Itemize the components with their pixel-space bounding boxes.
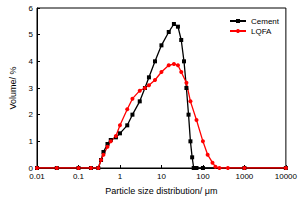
svg-text:5: 5	[29, 30, 34, 39]
svg-text:Particle size distribution/ μm: Particle size distribution/ μm	[105, 186, 217, 196]
svg-text:3: 3	[29, 84, 34, 93]
svg-text:1: 1	[118, 172, 123, 181]
svg-text:4: 4	[29, 57, 34, 66]
svg-text:0: 0	[28, 163, 33, 173]
svg-text:Volume/ %: Volume/ %	[8, 66, 18, 109]
svg-text:LQFA: LQFA	[251, 27, 272, 36]
svg-text:Cement: Cement	[251, 17, 280, 26]
svg-text:10: 10	[157, 172, 166, 181]
svg-text:1000: 1000	[235, 172, 253, 181]
svg-text:0.1: 0.1	[73, 172, 85, 181]
svg-text:6: 6	[29, 4, 34, 13]
svg-text:100: 100	[196, 172, 210, 181]
svg-text:1: 1	[29, 137, 34, 146]
svg-text:10000: 10000	[275, 172, 298, 181]
svg-text:2: 2	[29, 110, 34, 119]
svg-text:0.01: 0.01	[29, 172, 45, 181]
